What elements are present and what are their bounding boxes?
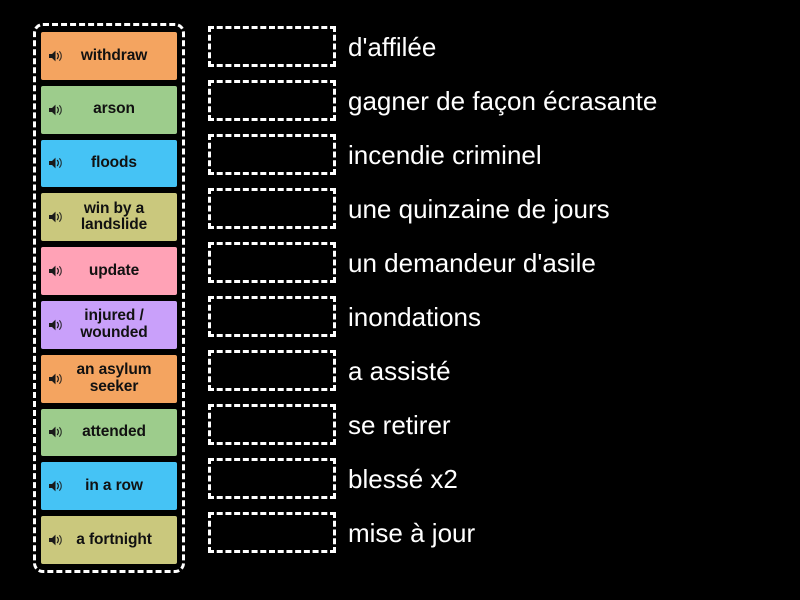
word-tile-label: injured / wounded — [80, 307, 148, 341]
word-tile[interactable]: attended — [41, 408, 177, 457]
answer-rows-list: d'affilée gagner de façon écrasante incend… — [208, 26, 793, 553]
word-tile-label: an asylum seeker — [76, 360, 152, 395]
answer-row: mise à jour — [208, 512, 793, 553]
word-tile-label: update — [88, 261, 140, 279]
answer-row: a assisté — [208, 350, 793, 391]
drop-zone[interactable] — [208, 512, 336, 553]
word-tile-label: arson — [93, 100, 135, 118]
answer-row: un demandeur d'asile — [208, 242, 793, 283]
speaker-icon[interactable] — [48, 479, 64, 493]
answer-prompt-text: a assisté — [348, 355, 451, 386]
speaker-icon[interactable] — [48, 264, 64, 278]
answer-row: blessé x2 — [208, 458, 793, 499]
answer-prompt-text: incendie criminel — [348, 139, 542, 170]
answer-prompt-text: d'affilée — [348, 31, 437, 62]
word-tile[interactable]: floods — [41, 139, 177, 188]
drop-zone[interactable] — [208, 242, 336, 283]
answer-prompt-text: une quinzaine de jours — [348, 193, 610, 224]
speaker-icon[interactable] — [48, 318, 64, 332]
answer-prompt-text: se retirer — [348, 409, 451, 440]
answer-prompt-text: blessé x2 — [348, 463, 458, 494]
answer-prompt-text: inondations — [348, 301, 481, 332]
speaker-icon[interactable] — [48, 103, 64, 117]
answer-row: une quinzaine de jours — [208, 188, 793, 229]
drop-zone[interactable] — [208, 80, 336, 121]
drop-zone[interactable] — [208, 458, 336, 499]
answer-prompt-text: un demandeur d'asile — [348, 247, 596, 278]
drop-zone[interactable] — [208, 134, 336, 175]
drop-zone[interactable] — [208, 350, 336, 391]
word-tile[interactable]: in a row — [41, 462, 177, 511]
word-tile-label: floods — [91, 154, 137, 172]
word-tile[interactable]: an asylum seeker — [41, 354, 177, 403]
speaker-icon[interactable] — [48, 156, 64, 170]
speaker-icon[interactable] — [48, 210, 64, 224]
drop-zone[interactable] — [208, 404, 336, 445]
word-tile[interactable]: injured / wounded — [41, 300, 177, 349]
drop-zone[interactable] — [208, 296, 336, 337]
word-tile[interactable]: withdraw — [41, 32, 177, 80]
word-tile-label: withdraw — [80, 46, 148, 64]
drop-zone[interactable] — [208, 188, 336, 229]
word-tile[interactable]: update — [41, 247, 177, 295]
answer-row: incendie criminel — [208, 134, 793, 175]
word-tile-label: attended — [82, 423, 146, 441]
word-tile-label: in a row — [85, 476, 143, 494]
draggable-tiles-panel: withdraw arson floods win by a landslide upd… — [33, 23, 185, 573]
answer-row: inondations — [208, 296, 793, 337]
answer-row: d'affilée — [208, 26, 793, 67]
answer-prompt-text: mise à jour — [348, 517, 476, 548]
speaker-icon[interactable] — [48, 425, 64, 439]
word-tile[interactable]: a fortnight — [41, 516, 177, 564]
word-tile[interactable]: win by a landslide — [41, 193, 177, 242]
answer-row: se retirer — [208, 404, 793, 445]
speaker-icon[interactable] — [48, 372, 64, 386]
answer-row: gagner de façon écrasante — [208, 80, 793, 121]
speaker-icon[interactable] — [48, 49, 64, 63]
word-tile-label: win by a landslide — [80, 199, 148, 234]
speaker-icon[interactable] — [48, 533, 64, 547]
drop-zone[interactable] — [208, 26, 336, 67]
word-tile-label: a fortnight — [76, 530, 152, 548]
word-tile[interactable]: arson — [41, 85, 177, 134]
answer-prompt-text: gagner de façon écrasante — [348, 85, 658, 116]
